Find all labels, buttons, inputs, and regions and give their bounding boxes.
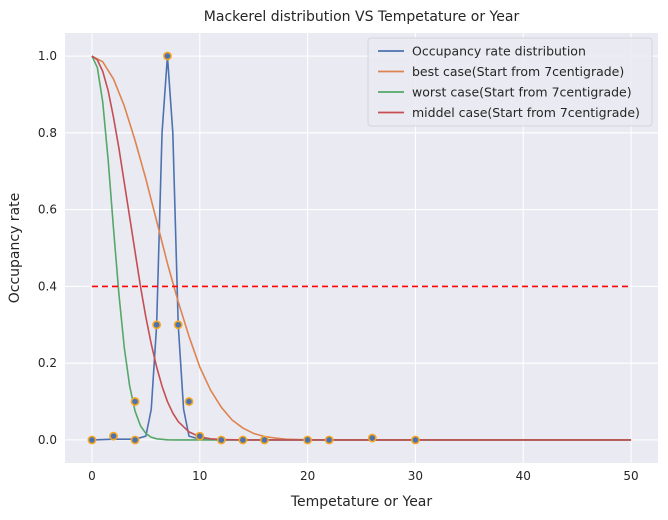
y-tick-label: 1.0 — [38, 49, 57, 63]
data-point — [109, 431, 118, 441]
legend-entry: worst case(Start from 7centigrade) — [412, 85, 632, 100]
y-tick-label: 0.4 — [38, 279, 57, 293]
data-point — [163, 51, 172, 61]
data-point — [87, 435, 97, 445]
y-axis-label: Occupancy rate — [7, 193, 23, 304]
legend: Occupancy rate distribution best case(Sta… — [367, 37, 653, 127]
x-tick-label: 30 — [408, 469, 423, 483]
data-point — [195, 431, 205, 441]
data-point — [130, 397, 140, 406]
watermark: https://blog.csdn.net/PRINCE2327 — [440, 495, 660, 510]
x-tick-label: 50 — [623, 469, 638, 483]
data-point — [152, 320, 162, 330]
chart-title: Mackerel distribution VS Tempetature or … — [204, 9, 520, 25]
scatter-points — [87, 51, 420, 445]
x-tick-label: 10 — [192, 469, 207, 483]
data-point — [324, 435, 334, 445]
data-point — [238, 435, 248, 445]
legend-entry: middel case(Start from 7centigrade) — [412, 105, 640, 120]
data-point — [303, 435, 312, 445]
y-tick-label: 0.0 — [38, 433, 57, 447]
legend-box — [367, 37, 653, 127]
legend-entry: best case(Start from 7centigrade) — [412, 64, 624, 79]
x-tick-label: 20 — [300, 469, 315, 483]
data-point — [173, 320, 183, 330]
legend-entry: Occupancy rate distribution — [412, 44, 586, 59]
tick-labels: 0 10 20 30 40 50 0.0 0.2 0.4 0.6 0.8 1.0 — [38, 49, 639, 483]
x-tick-label: 0 — [88, 469, 96, 483]
data-point — [216, 435, 226, 445]
y-tick-label: 0.6 — [38, 203, 57, 217]
x-tick-label: 40 — [516, 469, 531, 483]
data-point — [184, 397, 194, 406]
data-point — [130, 435, 140, 445]
y-tick-label: 0.8 — [38, 126, 57, 140]
x-axis-label: Tempetature or Year — [290, 494, 433, 510]
data-point — [367, 433, 377, 443]
data-point — [260, 435, 269, 445]
y-tick-label: 0.2 — [38, 356, 57, 370]
data-point — [411, 435, 420, 445]
